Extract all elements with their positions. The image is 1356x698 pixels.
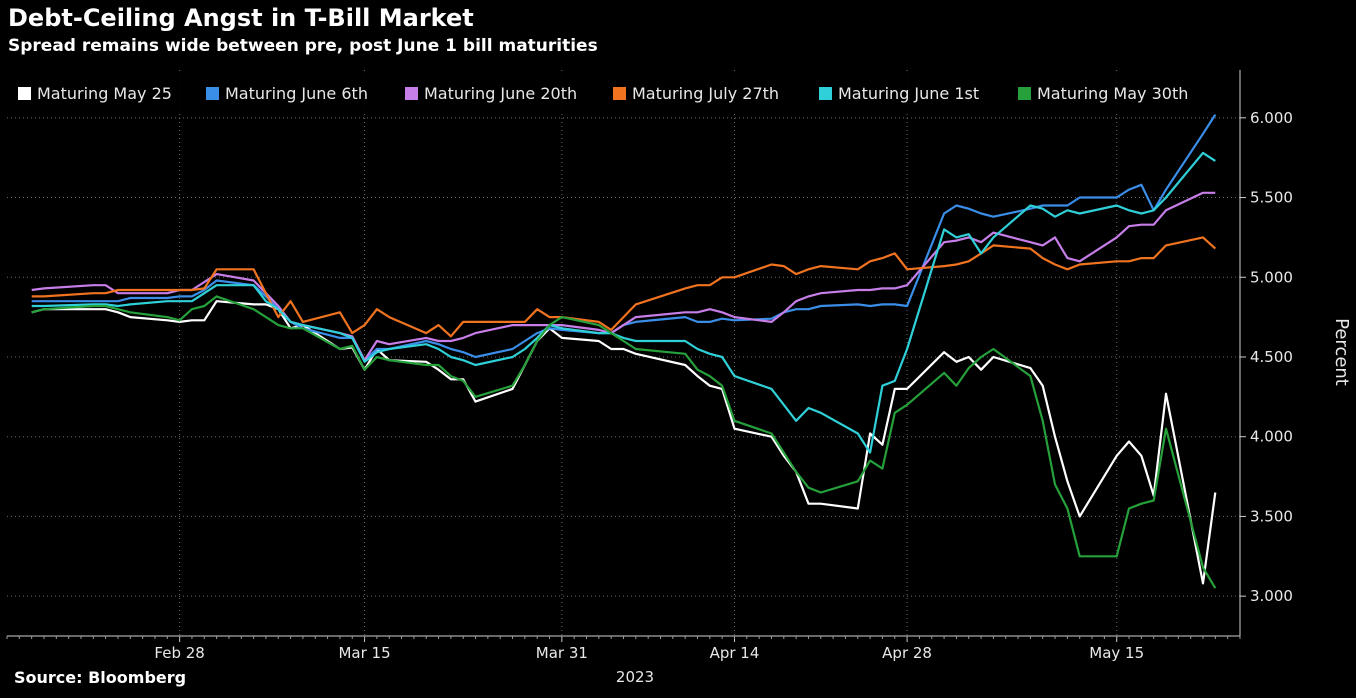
legend-swatch [1018, 87, 1031, 100]
x-tick-label: Mar 31 [536, 644, 588, 662]
line-chart: 3.000 3.500 4.000 4.500 5.000 5.500 6.000 Feb 2… [0, 0, 1356, 698]
series-line-3 [32, 193, 1216, 360]
x-tick-label: Feb 28 [154, 644, 204, 662]
axis-layer: 3.000 3.500 4.000 4.500 5.000 5.500 6.000 Feb 2… [7, 70, 1293, 662]
series-line-1 [32, 301, 1216, 583]
legend: Maturing May 25 Maturing June 6th Maturing… [10, 72, 1210, 114]
x-axis-year-label: 2023 [616, 668, 654, 686]
source-note: Source: Bloomberg [14, 668, 186, 687]
legend-label: Maturing July 27th [632, 84, 779, 103]
grid-layer [7, 70, 1240, 636]
y-tick-label: 5.500 [1250, 189, 1293, 207]
legend-label: Maturing June 6th [225, 84, 368, 103]
y-tick-label: 6.000 [1250, 109, 1293, 127]
series-line-2 [32, 115, 1216, 361]
legend-label: Maturing May 30th [1037, 84, 1188, 103]
x-tick-label: May 15 [1089, 644, 1144, 662]
x-tick-label: Mar 15 [338, 644, 390, 662]
legend-swatch [405, 87, 418, 100]
y-tick-label: 3.500 [1250, 507, 1293, 525]
legend-label: Maturing June 1st [838, 84, 979, 103]
legend-swatch [613, 87, 626, 100]
legend-swatch [18, 87, 31, 100]
x-tick-label: Apr 28 [882, 644, 932, 662]
legend-swatch [819, 87, 832, 100]
y-axis-label: Percent [1331, 318, 1352, 386]
y-tick-label: 3.000 [1250, 587, 1293, 605]
legend-label: Maturing May 25 [37, 84, 172, 103]
y-tick-label: 4.500 [1250, 348, 1293, 366]
legend-swatch [206, 87, 219, 100]
series-line-6 [32, 296, 1216, 588]
x-tick-label: Apr 14 [710, 644, 760, 662]
y-tick-label: 5.000 [1250, 268, 1293, 286]
legend-label: Maturing June 20th [424, 84, 577, 103]
series-layer [32, 115, 1216, 589]
y-tick-label: 4.000 [1250, 428, 1293, 446]
